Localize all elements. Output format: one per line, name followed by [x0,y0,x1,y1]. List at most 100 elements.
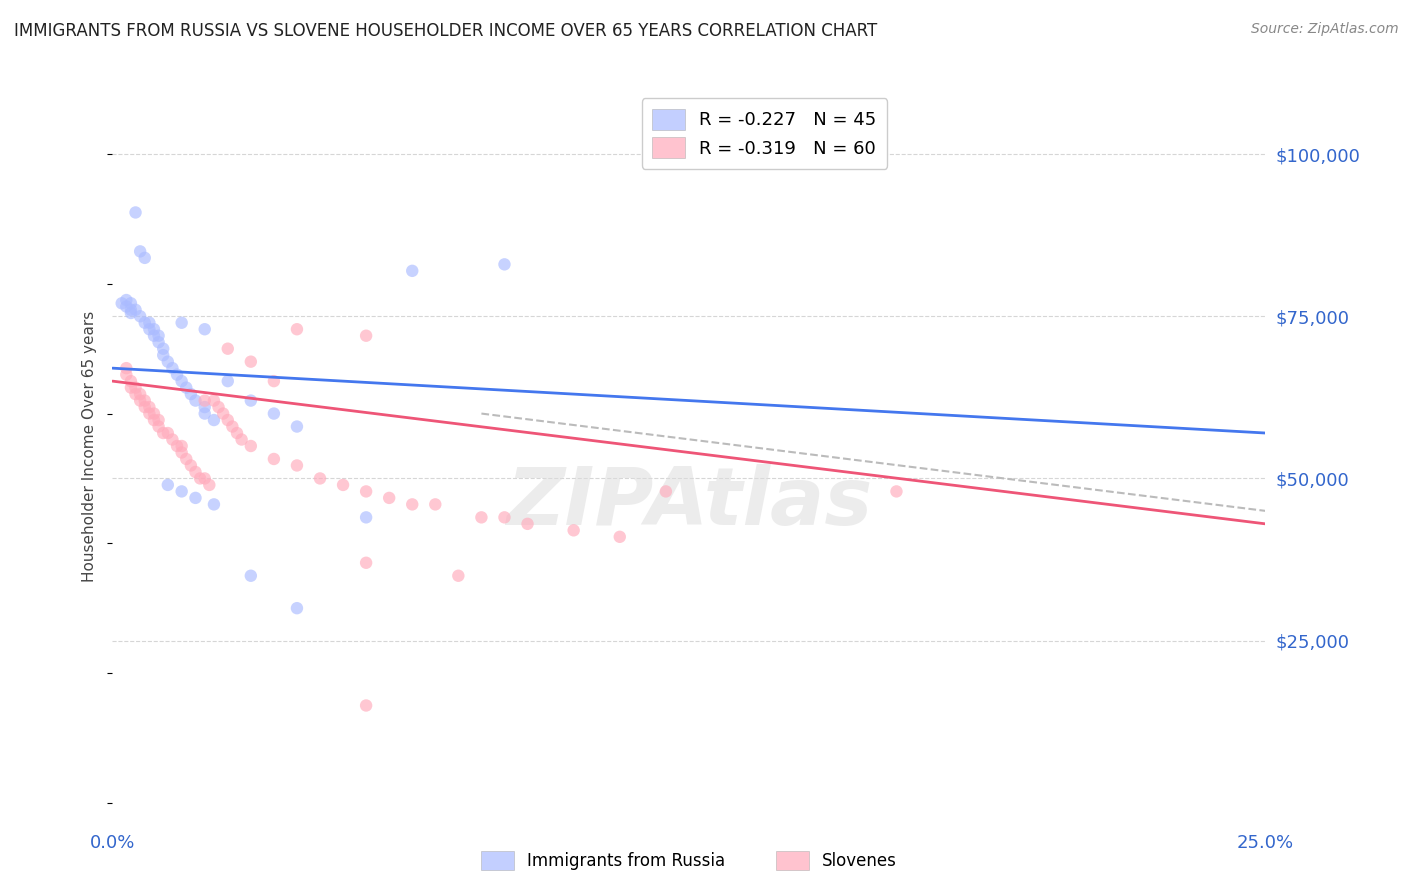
Point [239,354,262,368]
Text: Source: ZipAtlas.com: Source: ZipAtlas.com [1251,22,1399,37]
Point [194,471,217,485]
Point [120,302,142,317]
Point [180,458,202,473]
Point [401,497,423,511]
Point [170,445,193,459]
Point [143,407,166,421]
Point [202,393,225,408]
Point [138,322,160,336]
Point [194,407,217,421]
Point [156,478,179,492]
Point [609,530,631,544]
Point [134,400,156,414]
Point [134,251,156,265]
Point [562,524,585,538]
Point [129,310,152,324]
Point [143,413,166,427]
Point [221,419,243,434]
Point [655,484,678,499]
Point [354,556,377,570]
Point [170,374,193,388]
Text: IMMIGRANTS FROM RUSSIA VS SLOVENE HOUSEHOLDER INCOME OVER 65 YEARS CORRELATION C: IMMIGRANTS FROM RUSSIA VS SLOVENE HOUSEH… [14,22,877,40]
Point [354,328,377,343]
Point [170,316,193,330]
Point [207,400,229,414]
Point [354,698,377,713]
Point [470,510,492,524]
Point [148,419,170,434]
Point [354,510,377,524]
Point [425,497,447,511]
Point [120,381,142,395]
Point [494,257,516,271]
Point [239,439,262,453]
Point [124,205,146,219]
Point [152,342,174,356]
Point [115,368,138,382]
Point [148,335,170,350]
Point [138,407,160,421]
Point [129,244,152,259]
Point [143,328,166,343]
Point [120,306,142,320]
Point [129,387,152,401]
Point [263,374,285,388]
Point [202,413,225,427]
Point [120,296,142,310]
Point [239,393,262,408]
Point [156,425,179,440]
Point [174,452,197,467]
Point [138,316,160,330]
Point [217,374,239,388]
Point [152,348,174,362]
Point [115,300,138,314]
Point [124,387,146,401]
Point [354,484,377,499]
Point [166,439,188,453]
Point [285,601,308,615]
Point [129,393,152,408]
Point [152,425,174,440]
Point [124,302,146,317]
Text: 25.0%: 25.0% [1237,834,1294,852]
Legend: Immigrants from Russia, Slovenes: Immigrants from Russia, Slovenes [474,844,904,877]
Point [217,413,239,427]
Text: ZIPAtlas: ZIPAtlas [506,464,872,542]
Point [170,439,193,453]
Point [226,425,249,440]
Point [111,296,134,310]
Point [212,407,235,421]
Point [148,413,170,427]
Point [134,393,156,408]
Point [124,381,146,395]
Point [494,510,516,524]
Point [134,316,156,330]
Point [217,342,239,356]
Point [138,400,160,414]
Point [156,354,179,368]
Point [285,458,308,473]
Text: 0.0%: 0.0% [90,834,135,852]
Point [120,374,142,388]
Point [143,322,166,336]
Point [162,433,184,447]
Point [447,568,470,582]
Point [162,361,184,376]
Point [378,491,401,505]
Point [202,497,225,511]
Point [184,491,207,505]
Point [174,381,197,395]
Point [198,478,221,492]
Point [309,471,332,485]
Point [886,484,908,499]
Point [188,471,211,485]
Point [194,400,217,414]
Point [194,393,217,408]
Point [285,419,308,434]
Point [239,568,262,582]
Point [115,293,138,307]
Point [401,264,423,278]
Point [184,393,207,408]
Point [170,484,193,499]
Point [148,328,170,343]
